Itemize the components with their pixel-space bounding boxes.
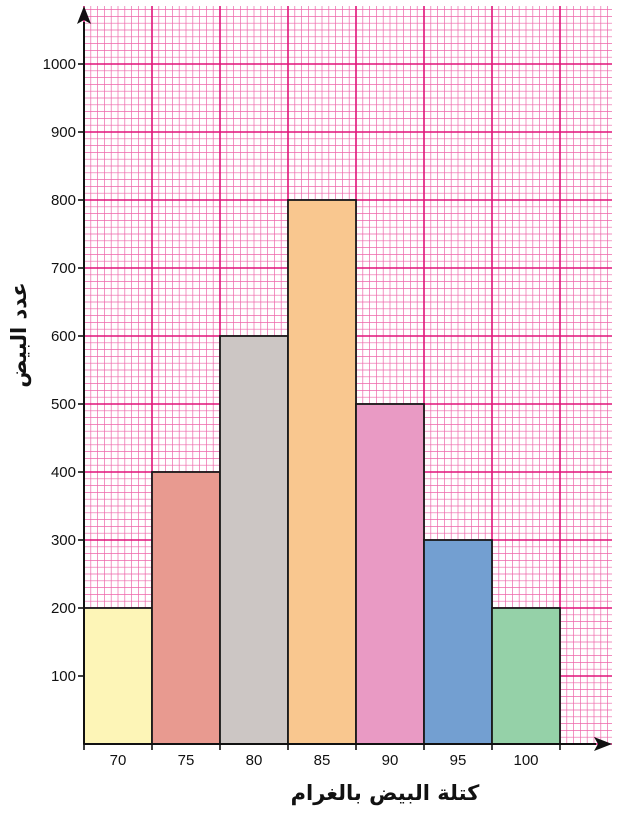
y-tick-label: 100 xyxy=(51,668,76,685)
axes xyxy=(77,6,612,751)
x-tick-label: 80 xyxy=(246,752,263,769)
y-tick-label: 200 xyxy=(51,600,76,617)
bar-95 xyxy=(423,539,493,745)
bar-80 xyxy=(219,335,289,745)
bar-85 xyxy=(287,199,357,745)
bar-75 xyxy=(151,471,221,745)
bar-100 xyxy=(491,607,561,745)
bar-70 xyxy=(83,607,153,745)
y-tick-label: 700 xyxy=(51,260,76,277)
y-tick-label: 300 xyxy=(51,532,76,549)
y-tick-labels: 100 200 300 400 500 600 700 800 900 1000 xyxy=(43,56,76,685)
y-tick-label: 800 xyxy=(51,192,76,209)
y-tick-label: 400 xyxy=(51,464,76,481)
x-tick-label: 85 xyxy=(314,752,331,769)
y-axis-arrow-icon xyxy=(77,6,91,24)
y-tick-label: 1000 xyxy=(43,56,76,73)
y-tick-label: 600 xyxy=(51,328,76,345)
bars xyxy=(83,199,561,745)
x-tick-labels: 70 75 80 85 90 95 100 xyxy=(110,752,539,769)
y-axis-title: عدد البيض xyxy=(7,282,31,387)
x-tick-label: 75 xyxy=(178,752,195,769)
y-tick-label: 500 xyxy=(51,396,76,413)
x-tick-label: 70 xyxy=(110,752,127,769)
x-tick-label: 90 xyxy=(382,752,399,769)
x-axis-arrow-icon xyxy=(594,737,612,751)
x-tick-label: 95 xyxy=(450,752,467,769)
y-tick-label: 900 xyxy=(51,124,76,141)
x-axis-title: كتلة البيض بالغرام xyxy=(291,781,481,805)
x-tick-label: 100 xyxy=(513,752,538,769)
bar-90 xyxy=(355,403,425,745)
